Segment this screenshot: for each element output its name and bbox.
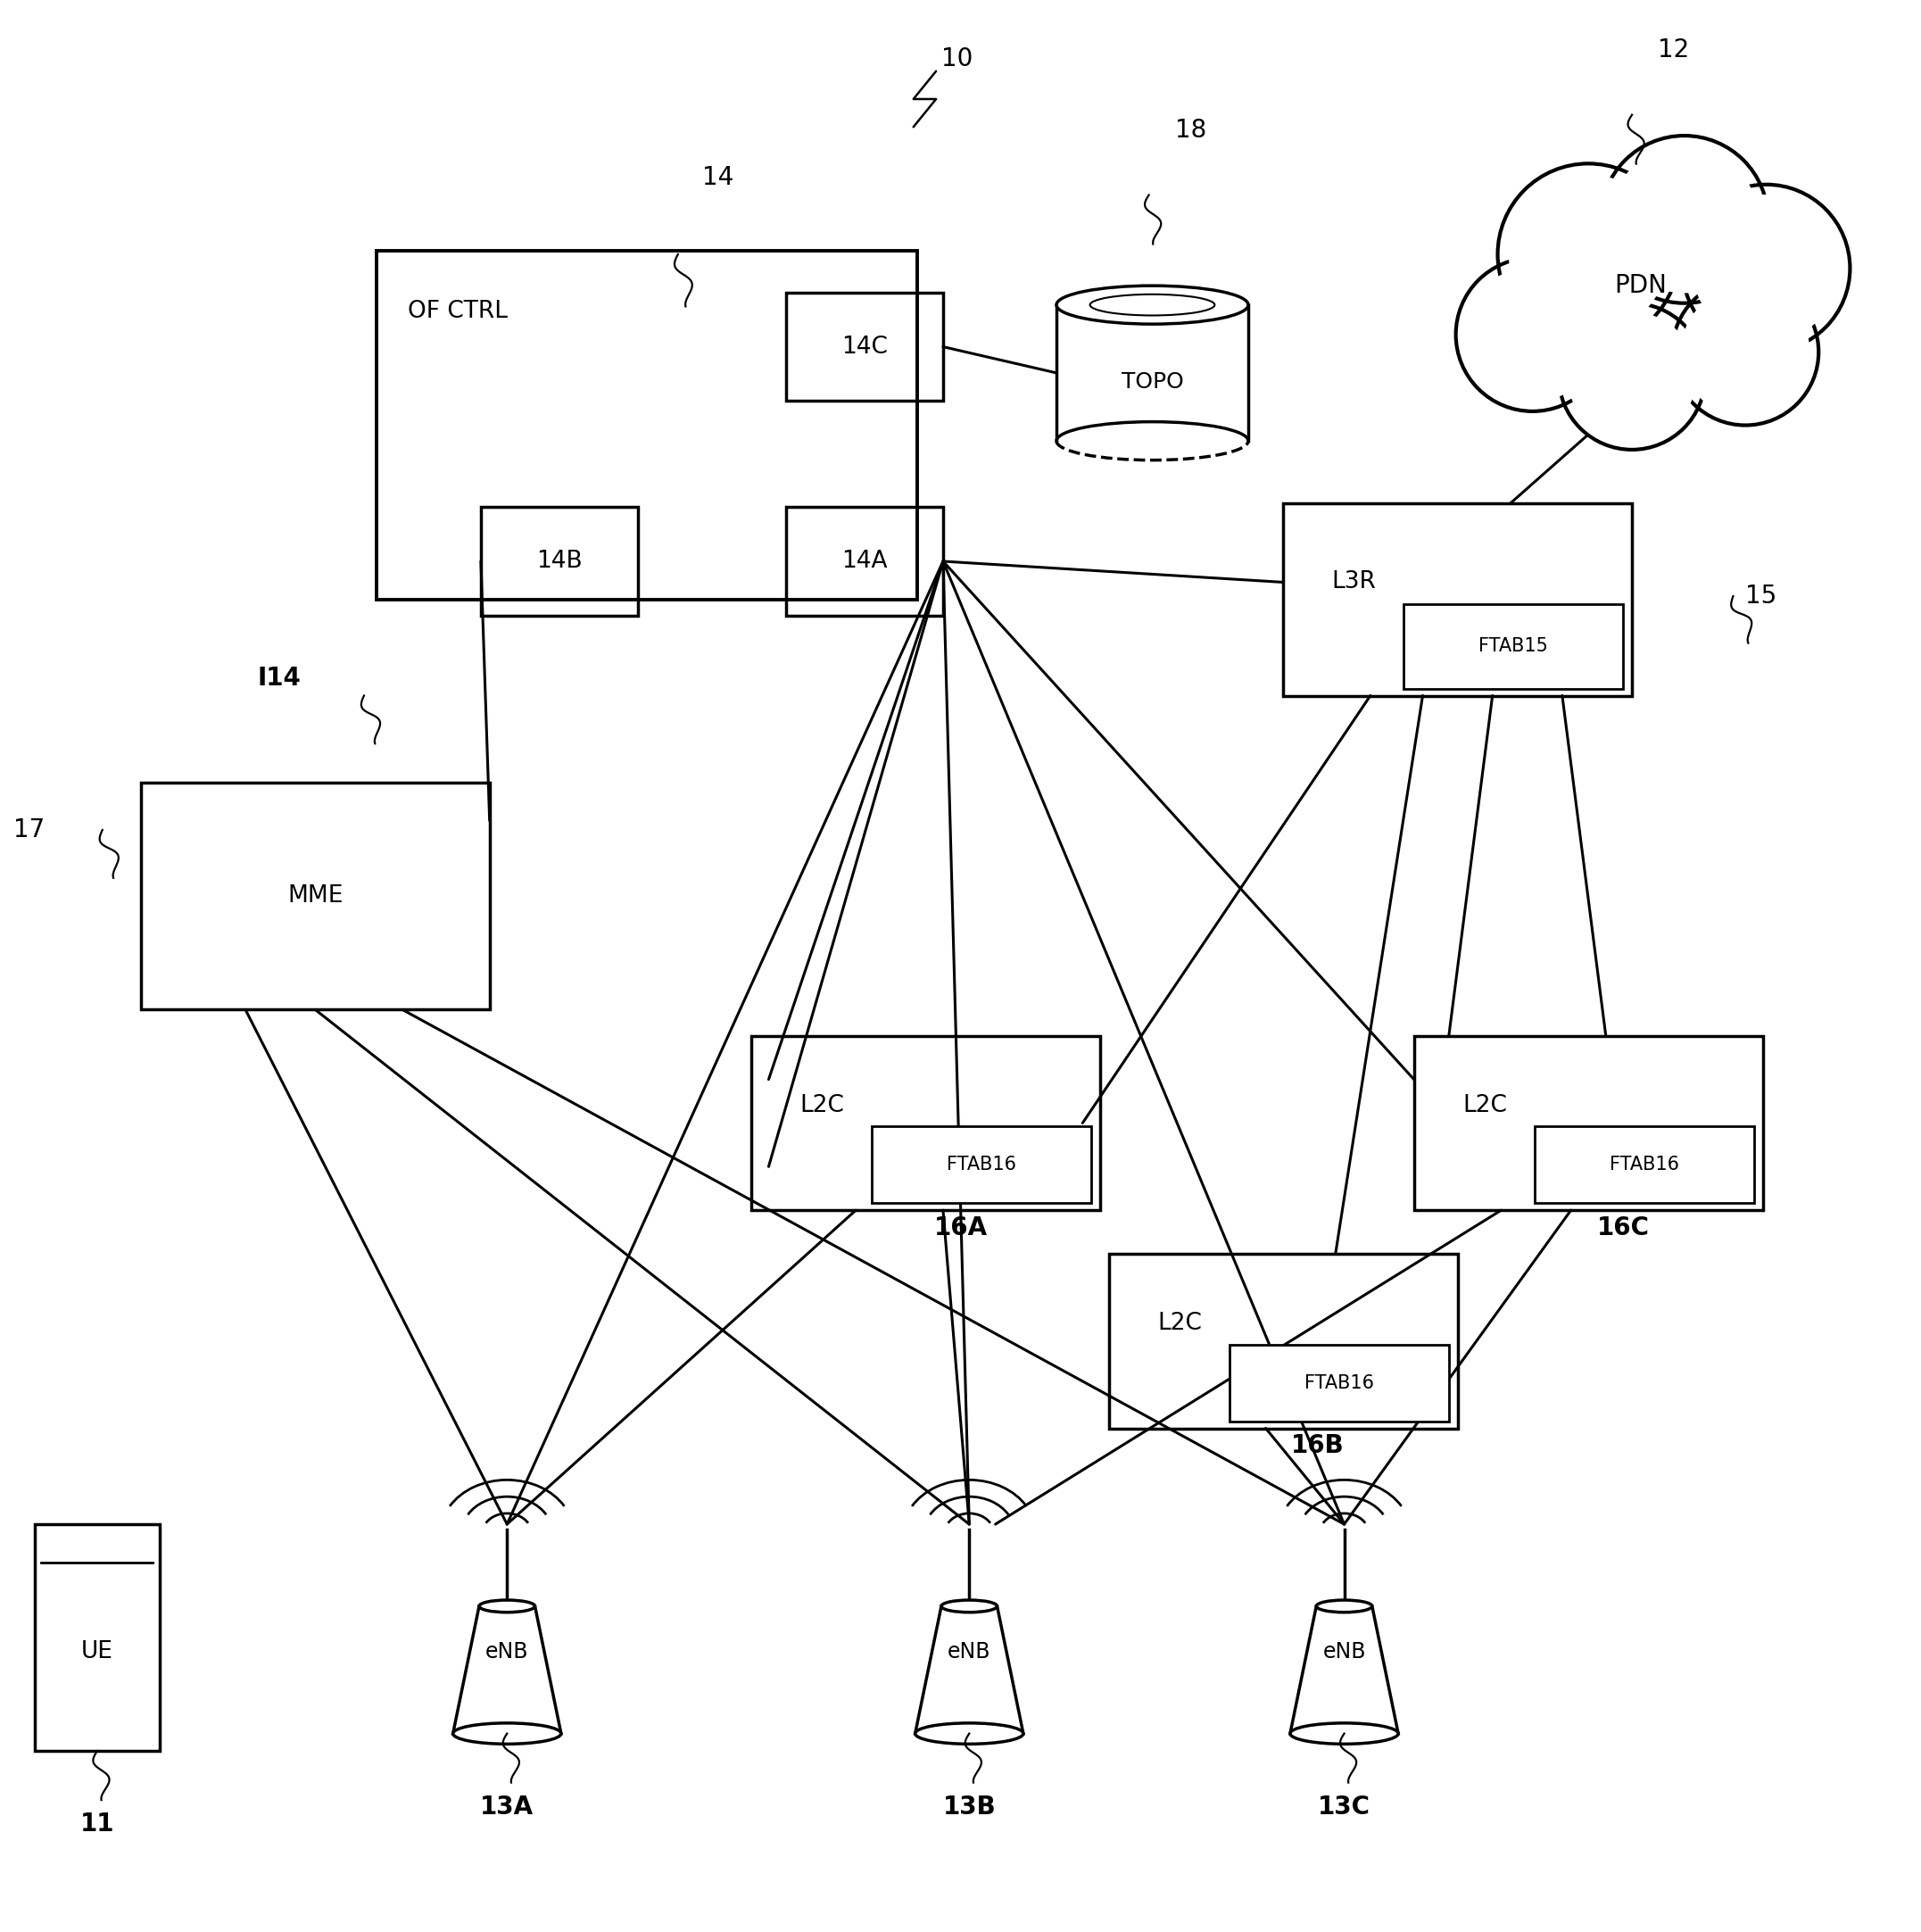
Circle shape xyxy=(1508,174,1667,334)
Circle shape xyxy=(1692,195,1840,342)
Circle shape xyxy=(1681,288,1810,417)
Text: TOPO: TOPO xyxy=(1122,371,1183,392)
Text: 13B: 13B xyxy=(943,1795,995,1820)
Bar xyxy=(786,292,943,400)
Text: L3R: L3R xyxy=(1331,570,1377,593)
Text: 14: 14 xyxy=(703,164,734,189)
Circle shape xyxy=(1568,311,1696,440)
Circle shape xyxy=(1610,145,1758,294)
Bar xyxy=(377,251,916,599)
Bar xyxy=(1414,1036,1763,1209)
Text: FTAB16: FTAB16 xyxy=(947,1155,1016,1175)
Text: eNB: eNB xyxy=(486,1640,528,1662)
Circle shape xyxy=(1498,164,1679,346)
Text: 18: 18 xyxy=(1176,118,1206,143)
Text: 15: 15 xyxy=(1746,583,1777,609)
Circle shape xyxy=(1671,278,1819,425)
Circle shape xyxy=(1466,267,1600,402)
Text: L2C: L2C xyxy=(799,1094,845,1117)
Text: 13C: 13C xyxy=(1318,1795,1370,1820)
Text: OF CTRL: OF CTRL xyxy=(407,299,507,323)
Text: UE: UE xyxy=(81,1640,113,1663)
Text: FTAB16: FTAB16 xyxy=(1610,1155,1679,1175)
Bar xyxy=(751,1036,1101,1209)
Bar xyxy=(1404,605,1623,688)
Ellipse shape xyxy=(1291,1723,1398,1745)
Circle shape xyxy=(1600,135,1767,303)
Ellipse shape xyxy=(453,1723,561,1745)
Text: 16B: 16B xyxy=(1291,1434,1345,1459)
Bar xyxy=(786,508,943,616)
Text: 16C: 16C xyxy=(1596,1215,1650,1240)
Text: 12: 12 xyxy=(1658,37,1690,62)
Bar xyxy=(1283,504,1633,696)
Text: eNB: eNB xyxy=(947,1640,991,1662)
Bar xyxy=(35,1524,159,1750)
Bar xyxy=(1108,1254,1458,1428)
Text: 16A: 16A xyxy=(934,1215,987,1240)
Text: 14B: 14B xyxy=(536,551,582,574)
Text: FTAB15: FTAB15 xyxy=(1479,638,1548,655)
Bar xyxy=(480,508,638,616)
Text: L2C: L2C xyxy=(1462,1094,1508,1117)
Text: 17: 17 xyxy=(13,817,44,842)
Polygon shape xyxy=(1291,1605,1398,1733)
Text: 14A: 14A xyxy=(841,551,888,574)
Text: PDN: PDN xyxy=(1614,272,1667,298)
Text: 14C: 14C xyxy=(841,334,888,357)
Ellipse shape xyxy=(914,1723,1024,1745)
Circle shape xyxy=(1558,303,1706,450)
Text: MME: MME xyxy=(288,885,344,908)
Polygon shape xyxy=(914,1605,1024,1733)
Polygon shape xyxy=(453,1605,561,1733)
Text: 11: 11 xyxy=(81,1812,115,1837)
Text: I14: I14 xyxy=(257,665,302,690)
Ellipse shape xyxy=(1057,286,1249,325)
Circle shape xyxy=(1456,257,1610,412)
Ellipse shape xyxy=(1316,1600,1372,1613)
Text: L2C: L2C xyxy=(1158,1312,1203,1335)
Text: eNB: eNB xyxy=(1322,1640,1366,1662)
Circle shape xyxy=(1683,185,1850,352)
Text: 13A: 13A xyxy=(480,1795,534,1820)
Text: 10: 10 xyxy=(941,46,972,71)
Bar xyxy=(1229,1345,1448,1422)
Ellipse shape xyxy=(941,1600,997,1613)
Bar xyxy=(140,782,490,1010)
Ellipse shape xyxy=(478,1600,534,1613)
Bar xyxy=(1535,1126,1754,1204)
Bar xyxy=(872,1126,1091,1204)
Text: FTAB16: FTAB16 xyxy=(1304,1374,1374,1391)
